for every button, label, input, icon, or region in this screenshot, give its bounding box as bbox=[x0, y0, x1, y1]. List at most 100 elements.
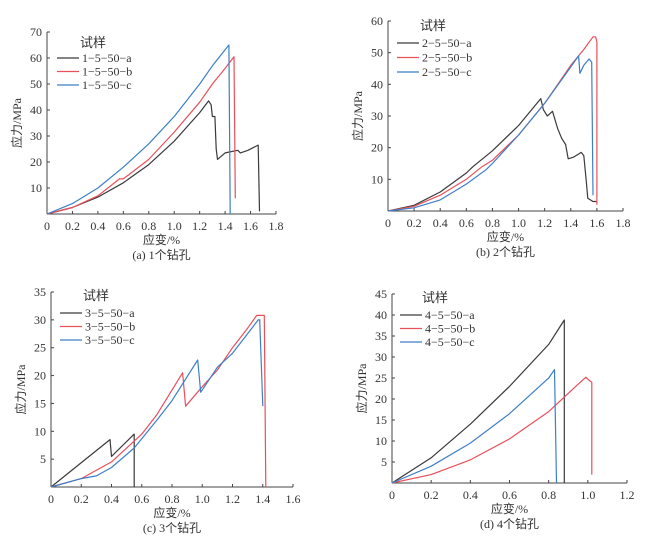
x-tick-label: 1.0 bbox=[195, 492, 210, 506]
subplot-caption: (c) 3个钻孔 bbox=[143, 520, 201, 535]
x-tick-label: 1.4 bbox=[218, 219, 233, 233]
x-tick-label: 1.2 bbox=[620, 488, 635, 502]
x-axis-title: 应变/% bbox=[143, 232, 180, 247]
y-tick-label: 20 bbox=[375, 392, 387, 406]
series-line-c bbox=[46, 44, 231, 215]
series-line-c bbox=[391, 369, 558, 484]
subplot-a: 0 0.2 0.4 0.6 0.8 1.0 1.2 1.4 1.6 1.8 10 20 30 40 50 60… bbox=[9, 25, 284, 262]
subplot-caption: (b) 2个钻孔 bbox=[476, 244, 535, 259]
x-tick-label: 1.2 bbox=[537, 216, 552, 230]
series-line-a bbox=[391, 319, 565, 484]
y-tick-label: 45 bbox=[375, 287, 387, 301]
x-tick-label: 1.2 bbox=[192, 219, 207, 233]
x-tick-label: 1.6 bbox=[243, 219, 258, 233]
x-tick-label: 0 bbox=[385, 216, 391, 230]
x-tick-label: 0.8 bbox=[165, 492, 180, 506]
legend-label: 3−5−50−c bbox=[85, 333, 135, 347]
x-tick-label: 0.4 bbox=[433, 216, 448, 230]
legend-label: 4−5−50−a bbox=[425, 308, 475, 322]
y-tick-label: 30 bbox=[30, 129, 42, 143]
x-axis-title: 应变/% bbox=[491, 501, 528, 516]
y-tick-label: 10 bbox=[30, 181, 42, 195]
x-axis-title: 应变/% bbox=[487, 229, 524, 244]
legend-label: 4−5−50−c bbox=[425, 335, 475, 349]
x-tick-label: 0 bbox=[44, 219, 50, 233]
series-line-b bbox=[46, 56, 236, 215]
x-tick-label: 1.8 bbox=[269, 219, 284, 233]
y-tick-label: 40 bbox=[30, 103, 42, 117]
y-tick-label: 15 bbox=[375, 413, 387, 427]
y-tick-label: 40 bbox=[371, 77, 383, 91]
y-tick-label: 50 bbox=[30, 77, 42, 91]
legend: 试样1−5−50−a1−5−50−b1−5−50−c bbox=[57, 35, 132, 92]
series-line-a bbox=[387, 98, 597, 212]
x-tick-label: 0.6 bbox=[134, 492, 149, 506]
series-line-b bbox=[391, 376, 593, 484]
x-tick-label: 1.6 bbox=[286, 492, 301, 506]
x-tick-label: 0 bbox=[389, 488, 395, 502]
x-tick-label: 0.8 bbox=[485, 216, 500, 230]
subplot-c: 0 0.2 0.4 0.6 0.8 1.0 1.2 1.4 1.6 5 10 15 20 25 30 35 应变… bbox=[13, 285, 301, 535]
x-tick-label: 1.6 bbox=[589, 216, 604, 230]
x-tick-label: 0.4 bbox=[90, 219, 105, 233]
y-tick-label: 20 bbox=[34, 369, 46, 383]
y-tick-label: 35 bbox=[34, 285, 46, 299]
series-line-c bbox=[387, 55, 594, 212]
x-axis-title: 应变/% bbox=[153, 505, 190, 520]
subplot-caption: (a) 1个钻孔 bbox=[132, 247, 190, 262]
y-tick-label: 30 bbox=[34, 313, 46, 327]
x-tick-label: 0.8 bbox=[141, 219, 156, 233]
legend-label: 4−5−50−b bbox=[425, 322, 475, 336]
y-tick-label: 35 bbox=[375, 329, 387, 343]
x-tick-label: 0 bbox=[48, 492, 54, 506]
y-tick-label: 25 bbox=[34, 341, 46, 355]
x-tick-label: 1.0 bbox=[511, 216, 526, 230]
series-line-b bbox=[387, 36, 598, 212]
x-tick-label: 1.8 bbox=[616, 216, 631, 230]
series-line-c bbox=[50, 319, 264, 488]
y-tick-label: 20 bbox=[371, 141, 383, 155]
legend-label: 1−5−50−c bbox=[82, 78, 132, 92]
y-tick-label: 10 bbox=[34, 424, 46, 438]
x-tick-label: 1.4 bbox=[255, 492, 270, 506]
x-tick-label: 0.2 bbox=[74, 492, 89, 506]
y-tick-label: 60 bbox=[30, 51, 42, 65]
legend-label: 2−5−50−a bbox=[422, 36, 472, 50]
legend-label: 1−5−50−a bbox=[82, 51, 132, 65]
x-tick-label: 0.6 bbox=[116, 219, 131, 233]
y-tick-label: 5 bbox=[381, 455, 387, 469]
y-tick-label: 25 bbox=[375, 371, 387, 385]
x-tick-label: 0.2 bbox=[65, 219, 80, 233]
legend: 试样 3−5−50−a3−5−50−b3−5−50−c bbox=[60, 288, 135, 347]
legend-label: 1−5−50−b bbox=[82, 65, 132, 79]
y-tick-label: 15 bbox=[34, 396, 46, 410]
series-line-b bbox=[50, 314, 267, 488]
x-tick-label: 0.2 bbox=[424, 488, 439, 502]
x-tick-label: 0.4 bbox=[104, 492, 119, 506]
x-tick-label: 0.8 bbox=[541, 488, 556, 502]
legend-title: 试样 bbox=[420, 18, 446, 33]
x-tick-label: 1.2 bbox=[225, 492, 240, 506]
legend-label: 2−5−50−b bbox=[422, 51, 472, 65]
x-tick-label: 1.0 bbox=[580, 488, 595, 502]
subplot-b: 0 0.2 0.4 0.6 0.8 1.0 1.2 1.4 1.6 1.8 10 20 30 40 50 60… bbox=[350, 14, 631, 259]
x-tick-label: 1.0 bbox=[167, 219, 182, 233]
y-tick-label: 10 bbox=[375, 434, 387, 448]
y-axis-title: 应力/MPa bbox=[354, 363, 369, 414]
legend-title: 试样 bbox=[80, 35, 106, 50]
y-tick-label: 70 bbox=[30, 25, 42, 39]
y-tick-label: 30 bbox=[375, 350, 387, 364]
y-tick-label: 40 bbox=[375, 308, 387, 322]
y-tick-label: 50 bbox=[371, 46, 383, 60]
y-axis-title: 应力/MPa bbox=[9, 97, 24, 148]
legend-label: 3−5−50−b bbox=[85, 320, 135, 334]
legend-title: 试样 bbox=[422, 290, 448, 305]
legend: 试样 4−5−50−a4−5−50−b4−5−50−c bbox=[400, 290, 475, 349]
legend: 试样 2−5−50−a2−5−50−b2−5−50−c bbox=[397, 18, 472, 79]
y-tick-label: 60 bbox=[371, 14, 383, 28]
x-tick-label: 0.4 bbox=[463, 488, 478, 502]
y-axis-title: 应力/MPa bbox=[350, 90, 365, 141]
legend-label: 2−5−50−c bbox=[422, 65, 472, 79]
